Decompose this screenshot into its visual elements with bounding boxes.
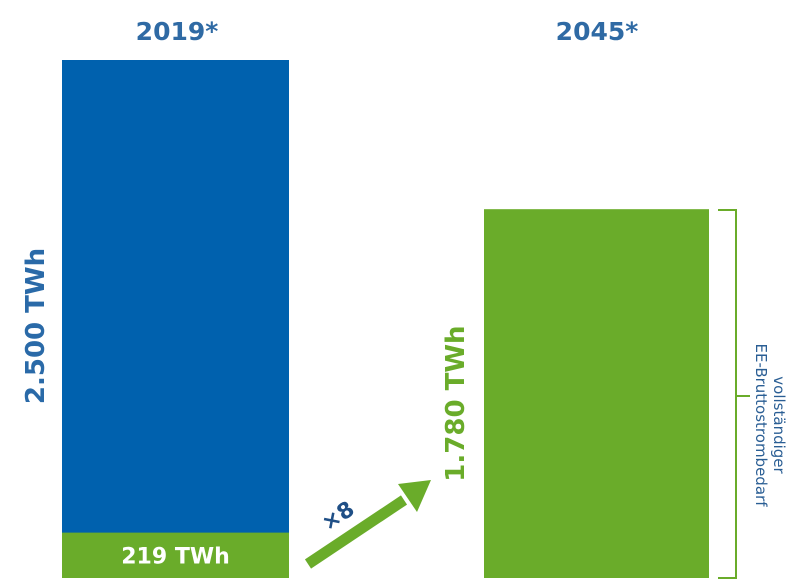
total-2019-label: 2.500 TWh: [21, 248, 51, 404]
growth-arrow: [304, 480, 431, 569]
bar-total-2045: [484, 209, 709, 578]
bracket-label-line1: vollständiger: [770, 376, 788, 474]
renewable-2019-label: 219 TWh: [121, 544, 230, 569]
total-2045-label: 1.780 TWh: [441, 325, 471, 481]
bracket-label-line2: EE-Bruttostrombedarf: [752, 344, 770, 508]
bracket: [718, 209, 750, 579]
bar-total-2019: [62, 60, 289, 578]
year-label-2019: 2019*: [136, 17, 219, 46]
bar-renewable-2019: [62, 532, 289, 578]
year-label-2045: 2045*: [556, 17, 639, 46]
